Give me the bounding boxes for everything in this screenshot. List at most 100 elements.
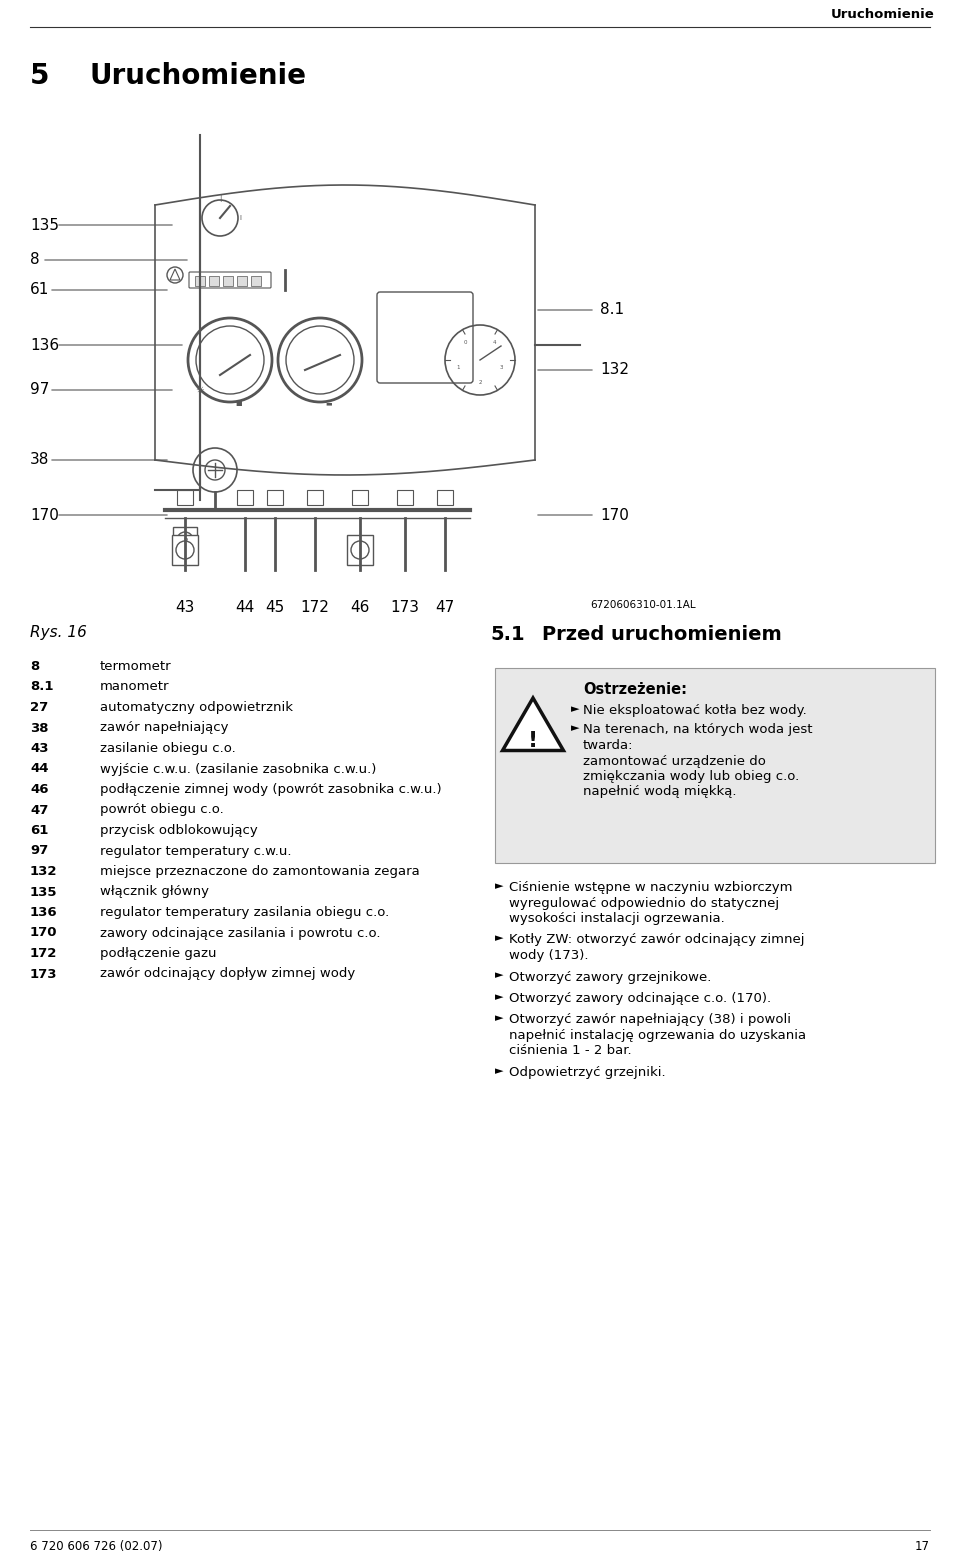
Text: ►: ►: [495, 970, 503, 981]
Bar: [352, 490, 368, 505]
Text: zawory odcinające zasilania i powrotu c.o.: zawory odcinające zasilania i powrotu c.…: [100, 927, 380, 939]
Text: powrót obiegu c.o.: powrót obiegu c.o.: [100, 804, 224, 816]
Text: ►: ►: [571, 704, 580, 714]
Text: Ciśnienie wstępne w naczyniu wzbiorczym: Ciśnienie wstępne w naczyniu wzbiorczym: [509, 882, 793, 894]
Text: 173: 173: [30, 967, 58, 981]
Text: |: |: [219, 194, 221, 202]
Bar: [195, 275, 205, 286]
Text: 132: 132: [600, 362, 629, 378]
Text: 38: 38: [30, 722, 49, 734]
Text: 132: 132: [30, 865, 58, 879]
Text: Otworzyć zawory odcinające c.o. (170).: Otworzyć zawory odcinające c.o. (170).: [509, 992, 771, 1005]
Text: ►: ►: [495, 992, 503, 1001]
Text: 46: 46: [30, 784, 49, 796]
Text: 2: 2: [478, 381, 482, 386]
Bar: [177, 490, 193, 505]
Text: zawór napełniający: zawór napełniający: [100, 722, 228, 734]
Text: Rys. 16: Rys. 16: [30, 625, 86, 641]
Text: 4: 4: [493, 341, 496, 345]
Text: Odpowietrzyć grzejniki.: Odpowietrzyć grzejniki.: [509, 1067, 665, 1079]
Text: 61: 61: [30, 283, 49, 297]
Text: ■: ■: [235, 400, 242, 406]
Text: 17: 17: [915, 1539, 930, 1553]
Text: ▬: ▬: [325, 400, 331, 406]
Bar: [237, 275, 247, 286]
Text: 136: 136: [30, 907, 58, 919]
Text: napełnić instalację ogrzewania do uzyskania: napełnić instalację ogrzewania do uzyska…: [509, 1029, 806, 1042]
Text: 8: 8: [30, 252, 39, 267]
Text: Otworzyć zawory grzejnikowe.: Otworzyć zawory grzejnikowe.: [509, 970, 711, 983]
Text: miejsce przeznaczone do zamontowania zegara: miejsce przeznaczone do zamontowania zeg…: [100, 865, 420, 879]
Text: 8.1: 8.1: [30, 681, 54, 694]
Text: twarda:: twarda:: [583, 739, 634, 753]
Text: 27: 27: [30, 701, 48, 714]
Text: 135: 135: [30, 885, 58, 899]
Bar: [437, 490, 453, 505]
Bar: [397, 490, 413, 505]
Text: 0: 0: [464, 341, 467, 345]
Text: Uruchomienie: Uruchomienie: [831, 8, 935, 22]
Text: 136: 136: [30, 337, 60, 353]
Text: 170: 170: [30, 927, 58, 939]
Text: Nie eksploatować kotła bez wody.: Nie eksploatować kotła bez wody.: [583, 704, 806, 717]
Text: 97: 97: [30, 383, 49, 398]
Text: 38: 38: [30, 453, 49, 468]
Text: 1: 1: [457, 365, 460, 370]
Text: 170: 170: [600, 507, 629, 522]
Text: 45: 45: [265, 600, 284, 614]
Text: 5.1: 5.1: [490, 625, 524, 644]
Bar: [267, 490, 283, 505]
FancyBboxPatch shape: [189, 272, 271, 288]
Text: 43: 43: [30, 742, 49, 756]
Bar: [209, 275, 219, 286]
Text: 3: 3: [500, 365, 503, 370]
Text: Kotły ZW: otworzyć zawór odcinający zimnej: Kotły ZW: otworzyć zawór odcinający zimn…: [509, 933, 804, 947]
Text: podłączenie zimnej wody (powrót zasobnika c.w.u.): podłączenie zimnej wody (powrót zasobnik…: [100, 784, 442, 796]
Text: włącznik główny: włącznik główny: [100, 885, 209, 899]
Text: 8.1: 8.1: [600, 303, 624, 317]
Text: Uruchomienie: Uruchomienie: [90, 62, 307, 90]
Text: 97: 97: [30, 844, 48, 857]
Text: automatyczny odpowietrznik: automatyczny odpowietrznik: [100, 701, 293, 714]
Bar: [223, 275, 233, 286]
Text: zamontować urządzenie do: zamontować urządzenie do: [583, 754, 766, 768]
Text: manometr: manometr: [100, 681, 170, 694]
Text: 6720606310-01.1AL: 6720606310-01.1AL: [590, 600, 696, 610]
Text: Ostrzeżenie:: Ostrzeżenie:: [583, 683, 687, 697]
Bar: [307, 490, 323, 505]
Text: ►: ►: [495, 1067, 503, 1076]
FancyBboxPatch shape: [377, 292, 473, 383]
Text: 44: 44: [30, 762, 49, 776]
Text: 47: 47: [436, 600, 455, 614]
Text: 47: 47: [30, 804, 48, 816]
Text: napełnić wodą miękką.: napełnić wodą miękką.: [583, 785, 736, 799]
Text: I: I: [239, 215, 241, 221]
FancyBboxPatch shape: [172, 535, 198, 564]
Text: 61: 61: [30, 824, 48, 837]
Text: 43: 43: [176, 600, 195, 614]
Text: zasilanie obiegu c.o.: zasilanie obiegu c.o.: [100, 742, 236, 756]
Text: 46: 46: [350, 600, 370, 614]
Bar: [237, 490, 253, 505]
Text: Otworzyć zawór napełniający (38) i powoli: Otworzyć zawór napełniający (38) i powol…: [509, 1014, 791, 1026]
Text: ciśnienia 1 - 2 bar.: ciśnienia 1 - 2 bar.: [509, 1045, 632, 1057]
Text: ►: ►: [495, 1014, 503, 1023]
Text: podłączenie gazu: podłączenie gazu: [100, 947, 217, 959]
Text: wody (173).: wody (173).: [509, 949, 588, 963]
Bar: [173, 527, 197, 555]
Text: !: !: [528, 731, 538, 751]
Polygon shape: [502, 698, 564, 751]
Text: 172: 172: [30, 947, 58, 959]
Text: 44: 44: [235, 600, 254, 614]
FancyBboxPatch shape: [347, 535, 373, 564]
Text: 135: 135: [30, 218, 59, 233]
Text: 5: 5: [30, 62, 50, 90]
Text: 173: 173: [391, 600, 420, 614]
Text: wyregulować odpowiednio do statycznej: wyregulować odpowiednio do statycznej: [509, 897, 780, 910]
Text: regulator temperatury c.w.u.: regulator temperatury c.w.u.: [100, 844, 292, 857]
Text: wysokości instalacji ogrzewania.: wysokości instalacji ogrzewania.: [509, 911, 725, 925]
Text: 172: 172: [300, 600, 329, 614]
Text: 170: 170: [30, 507, 59, 522]
Bar: [251, 275, 261, 286]
Text: zawór odcinający dopływ zimnej wody: zawór odcinający dopływ zimnej wody: [100, 967, 355, 981]
